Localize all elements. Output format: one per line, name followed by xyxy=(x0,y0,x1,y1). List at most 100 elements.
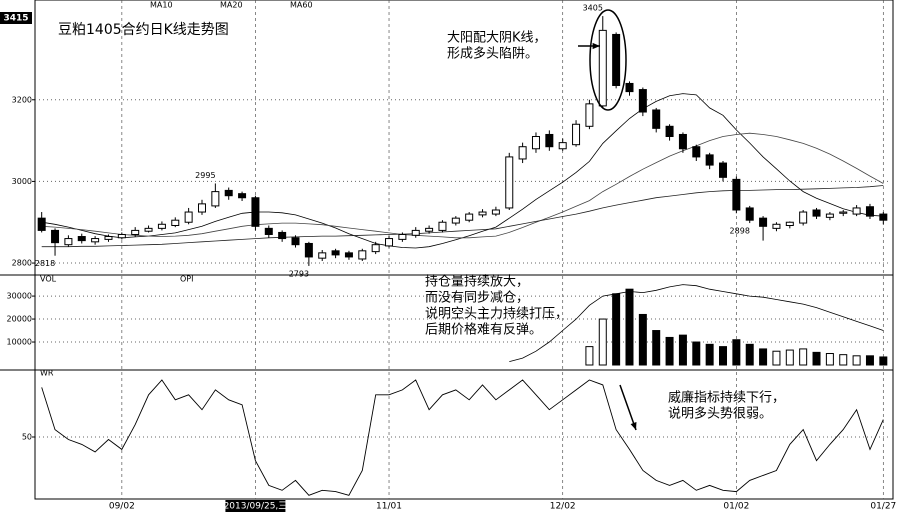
volume-bar xyxy=(719,346,728,366)
y-tick-label: 20000 xyxy=(7,315,32,324)
candle-body xyxy=(531,136,540,150)
candle-body xyxy=(438,221,447,231)
volume-bar xyxy=(598,318,607,366)
volume-bar xyxy=(705,343,714,366)
volume-bar xyxy=(799,348,808,366)
volume-bar xyxy=(825,353,834,366)
volume-bar xyxy=(879,356,888,366)
volume-bar xyxy=(772,350,781,366)
candle-body xyxy=(358,250,367,260)
volume-bar xyxy=(785,349,794,366)
ma-line xyxy=(41,185,884,248)
candle-body xyxy=(385,238,394,247)
x-tick-label: 12/02 xyxy=(550,502,576,512)
candle-body xyxy=(678,133,687,150)
extreme-label: 2995 xyxy=(195,171,215,180)
volume-bar xyxy=(612,293,621,366)
candle-body xyxy=(64,238,73,246)
annotation: 形成多头陷阱。 xyxy=(447,46,538,62)
candle-body xyxy=(545,133,554,148)
x-tick-label: 2013/09/25,三 xyxy=(224,502,288,512)
candle-body xyxy=(785,221,794,227)
x-tick-label: 01/02 xyxy=(723,502,749,512)
open-interest-line xyxy=(509,284,884,362)
annotation: 而没有同步减仓， xyxy=(425,291,529,306)
candle-body xyxy=(572,123,581,146)
candle-body xyxy=(398,233,407,240)
candle-body xyxy=(839,211,848,214)
annotation: 持仓量持续放大， xyxy=(425,275,529,290)
annotation: 威廉指标持续下行， xyxy=(668,390,785,406)
candle-body xyxy=(451,217,460,224)
volume-bar xyxy=(625,288,634,366)
legend-label: VOL xyxy=(40,275,57,284)
candle-body xyxy=(224,189,233,197)
wr-line xyxy=(41,379,884,496)
candle-body xyxy=(812,209,821,217)
candle-body xyxy=(157,223,166,229)
x-tick-label: 09/02 xyxy=(109,502,135,512)
candle-body xyxy=(465,213,474,221)
candle-body xyxy=(411,229,420,236)
candle-body xyxy=(425,227,434,232)
candle-body xyxy=(304,242,313,258)
ma-line xyxy=(41,93,884,249)
top-value-box xyxy=(0,12,32,24)
candle-body xyxy=(759,217,768,227)
candle-body xyxy=(291,237,300,246)
candle-body xyxy=(665,125,674,138)
annotation: 说明多头势很弱。 xyxy=(668,406,772,422)
candle-body xyxy=(91,238,100,243)
candle-body xyxy=(518,146,527,160)
volume-bar xyxy=(692,341,701,366)
volume-bar xyxy=(812,351,821,366)
volume-bar xyxy=(759,348,768,366)
candle-body xyxy=(852,207,861,215)
volume-bar xyxy=(652,330,661,366)
y-tick-label: 3000 xyxy=(12,177,32,186)
cursor-date-box xyxy=(225,500,286,512)
candle-body xyxy=(879,213,888,221)
candle-body xyxy=(825,213,834,218)
candle-body xyxy=(251,197,260,227)
candle-body xyxy=(184,211,193,223)
volume-bar xyxy=(732,339,741,366)
x-tick-label: 11/01 xyxy=(376,502,402,512)
candle-body xyxy=(197,203,206,213)
candle-body xyxy=(652,109,661,129)
candle-body xyxy=(238,193,247,199)
candle-body xyxy=(719,162,728,178)
legend-label: WR xyxy=(40,369,54,378)
candle-body xyxy=(37,217,46,231)
candle-body xyxy=(77,236,86,242)
legend-label: MA10 xyxy=(150,1,173,10)
y-tick-label: 3200 xyxy=(12,95,32,104)
candle-body xyxy=(331,250,340,256)
candle-body xyxy=(491,209,500,215)
arrow-head xyxy=(592,42,600,50)
candle-body xyxy=(625,82,634,93)
candle-body xyxy=(51,229,60,244)
candle-body xyxy=(104,236,113,240)
volume-bar xyxy=(865,355,874,366)
ma-line xyxy=(41,132,884,239)
extreme-label: 3405 xyxy=(583,4,603,13)
chart-title: 豆粕1405合约日K线走势图 xyxy=(58,22,229,38)
candle-body xyxy=(131,229,140,235)
legend-label: MA20 xyxy=(220,1,243,10)
legend-label: OPI xyxy=(180,275,193,284)
highlight-ellipse xyxy=(589,9,627,111)
candle-body xyxy=(371,244,380,253)
candle-body xyxy=(558,142,567,150)
annotation: 大阳配大阴K线， xyxy=(447,31,547,46)
candle-body xyxy=(318,252,327,259)
arrow-head xyxy=(630,422,637,430)
extreme-label: 2818 xyxy=(35,259,55,268)
candle-body xyxy=(692,146,701,158)
candle-body xyxy=(117,233,126,239)
candle-body xyxy=(478,211,487,216)
x-tick-label: 01/27 xyxy=(870,502,896,512)
candle-body xyxy=(732,178,741,211)
y-tick-label: 2800 xyxy=(12,259,32,268)
